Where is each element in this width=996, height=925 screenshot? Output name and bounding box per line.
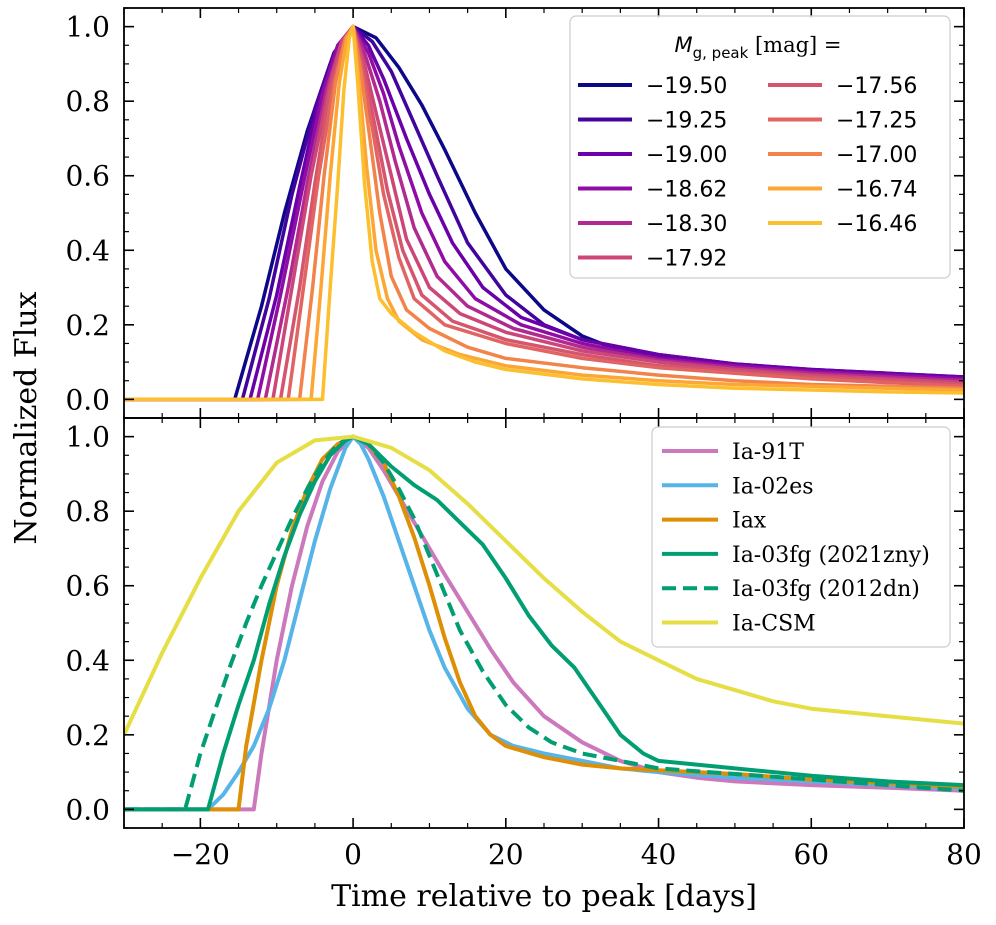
bottom-xtick-label: 60	[793, 838, 829, 871]
top-ticks	[123, 7, 965, 419]
bottom-xtick-label: 0	[344, 838, 362, 871]
bottom-legend: Ia-91T Ia-02es Iax Ia-03fg (2021zny) Ia-03fg…	[651, 426, 951, 648]
bottom-series-line-3	[124, 434, 964, 812]
top-ytick-label: 1.0	[65, 11, 110, 44]
bottom-ytick-label: 0.0	[65, 793, 110, 826]
legend-label-2: −19.00	[646, 143, 727, 168]
top-series-line-10	[124, 24, 964, 402]
legend-label-10: −16.46	[836, 212, 917, 237]
legend-label-0: −19.50	[646, 74, 727, 99]
bottom-series-group	[124, 434, 964, 812]
top-ytick-label: 0.2	[65, 309, 110, 342]
top-series-line-3	[124, 24, 964, 402]
top-legend: Mg, peak [mag] = −19.50 −19.25 −19.00 −18.62…	[569, 15, 951, 279]
top-ytick-label: 0.4	[65, 234, 110, 267]
legend-label-9: −16.74	[836, 178, 917, 203]
legend-label-3: Ia-03fg (2021zny)	[732, 543, 930, 568]
legend-label-1: −19.25	[646, 109, 727, 134]
legend-label-8: −17.00	[836, 143, 917, 168]
bottom-ytick-label: 1.0	[65, 421, 110, 454]
top-panel: 0.0 0.2 0.4 0.6 0.8 1.0 Mg, peak [mag] = −19.50…	[65, 7, 965, 419]
top-series-line-9	[124, 24, 964, 402]
top-ytick-label: 0.6	[65, 160, 110, 193]
bottom-panel: 0.0 0.2 0.4 0.6 0.8 1.0 −20 0 20 40 60 80 Time relat…	[65, 417, 982, 914]
bottom-ytick-label: 0.8	[65, 495, 110, 528]
top-series-line-5	[124, 24, 964, 402]
bottom-xtick-label: 20	[488, 838, 524, 871]
top-ytick-label: 0.8	[65, 85, 110, 118]
legend-label-1: Ia-02es	[732, 474, 814, 499]
y-axis-title: Normalized Flux	[9, 291, 44, 544]
x-axis-title: Time relative to peak [days]	[331, 879, 757, 914]
legend-label-6: −17.56	[836, 74, 917, 99]
top-series-group	[124, 24, 964, 402]
legend-label-5: Ia-CSM	[732, 612, 816, 637]
top-series-line-4	[124, 24, 964, 402]
top-series-line-8	[124, 24, 964, 402]
bottom-series-line-4	[124, 434, 964, 812]
legend-label-2: Iax	[732, 509, 767, 534]
legend-label-3: −18.62	[646, 178, 727, 203]
top-series-line-7	[124, 24, 964, 402]
bottom-series-line-5	[124, 434, 964, 736]
top-series-line-2	[124, 24, 964, 402]
bottom-xtick-label: 80	[946, 838, 982, 871]
bottom-ytick-label: 0.6	[65, 570, 110, 603]
legend-label-0: Ia-91T	[732, 440, 804, 465]
bottom-legend-frame	[651, 426, 951, 648]
top-legend-title: Mg, peak [mag] =	[674, 33, 841, 62]
bottom-xtick-label: 40	[641, 838, 677, 871]
bottom-ytick-label: 0.4	[65, 644, 110, 677]
legend-label-7: −17.25	[836, 109, 917, 134]
top-legend-frame	[569, 15, 951, 279]
top-ytick-label: 0.0	[65, 383, 110, 416]
bottom-ticks	[123, 417, 965, 829]
bottom-ytick-label: 0.2	[65, 719, 110, 752]
legend-label-5: −17.92	[646, 247, 727, 272]
top-series-line-6	[124, 24, 964, 402]
legend-label-4: Ia-03fg (2012dn)	[732, 577, 920, 602]
legend-label-4: −18.30	[646, 212, 727, 237]
bottom-xtick-label: −20	[171, 838, 230, 871]
